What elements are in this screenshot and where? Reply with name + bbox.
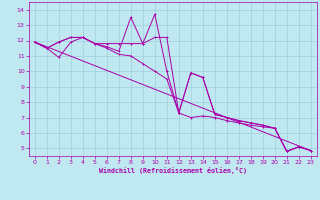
X-axis label: Windchill (Refroidissement éolien,°C): Windchill (Refroidissement éolien,°C) — [99, 167, 247, 174]
